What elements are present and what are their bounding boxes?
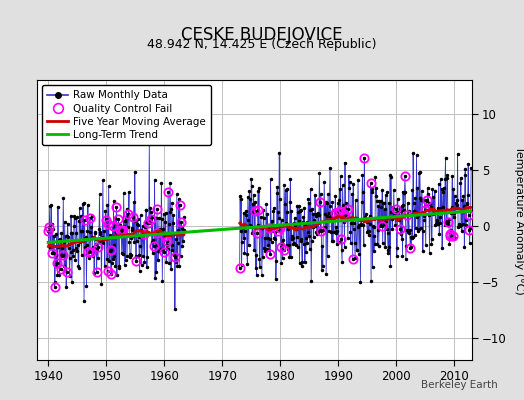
Y-axis label: Temperature Anomaly (°C): Temperature Anomaly (°C) (514, 146, 523, 294)
Legend: Raw Monthly Data, Quality Control Fail, Five Year Moving Average, Long-Term Tren: Raw Monthly Data, Quality Control Fail, … (42, 85, 211, 145)
Text: CESKE BUDEJOVICE: CESKE BUDEJOVICE (181, 26, 343, 44)
Text: Berkeley Earth: Berkeley Earth (421, 380, 498, 390)
Text: 48.942 N, 14.425 E (Czech Republic): 48.942 N, 14.425 E (Czech Republic) (147, 38, 377, 51)
